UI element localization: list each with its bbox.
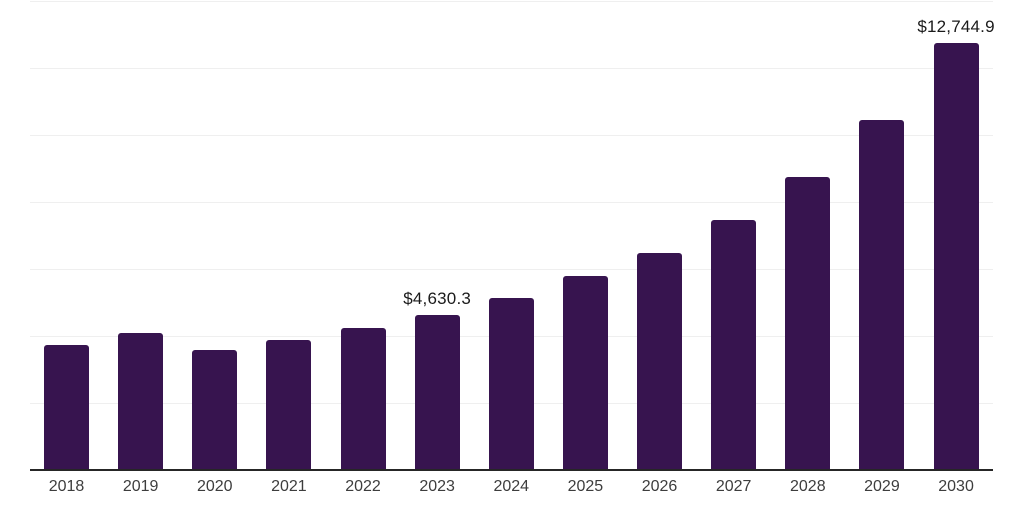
bar-2020 xyxy=(192,349,238,470)
x-tick-2030: 2030 xyxy=(938,478,974,495)
x-tick-2026: 2026 xyxy=(641,478,678,495)
x-tick-2029: 2029 xyxy=(864,478,900,495)
x-tick-2022: 2022 xyxy=(345,478,381,495)
bar-2030 xyxy=(933,43,979,470)
x-tick-2021: 2021 xyxy=(271,478,307,495)
x-tick-2025: 2025 xyxy=(567,478,604,495)
bar-2023 xyxy=(414,314,460,470)
bar-2018 xyxy=(44,344,89,470)
bar-2024 xyxy=(488,297,534,470)
x-axis-line xyxy=(30,469,993,471)
bar-2028 xyxy=(785,177,831,470)
bar-2021 xyxy=(266,340,312,470)
bar-2022 xyxy=(340,328,386,470)
x-tick-2024: 2024 xyxy=(493,478,530,495)
x-tick-2027: 2027 xyxy=(715,478,752,495)
x-axis-labels: 2018 2019 2020 2021 2022 2023 2024 2025 2026 2027… xyxy=(30,478,993,502)
bar-value-label-2023: $4,630.3 xyxy=(403,288,472,308)
x-tick-2018: 2018 xyxy=(48,478,85,495)
bar-value-label-2030: $12,744.9 xyxy=(917,17,995,36)
plot-area: $4,630.3 $12,744.9 xyxy=(30,1,995,470)
x-tick-2023: 2023 xyxy=(419,478,455,495)
bar-2027 xyxy=(711,219,757,470)
bar-2029 xyxy=(859,119,905,470)
x-tick-2020: 2020 xyxy=(196,478,233,495)
bar-2026 xyxy=(637,253,683,470)
x-tick-2019: 2019 xyxy=(122,478,159,495)
bar-2025 xyxy=(562,276,608,470)
x-tick-2028: 2028 xyxy=(790,478,826,495)
bar-2019 xyxy=(118,332,164,470)
